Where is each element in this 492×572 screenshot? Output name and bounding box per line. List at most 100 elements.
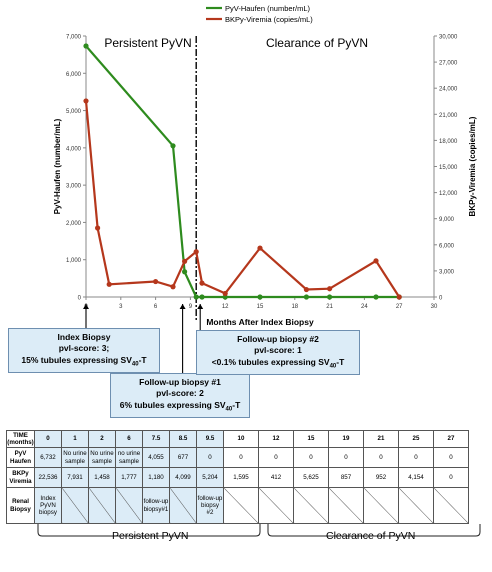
callout-index-biopsy: Index Biopsy pvl-score: 3; 15% tubules e… xyxy=(8,328,160,373)
point-bkpy-viremia xyxy=(303,286,309,293)
table-cell xyxy=(398,487,434,524)
table-cell: 25 xyxy=(398,430,434,448)
y-right-tick-label: 6,000 xyxy=(439,243,455,249)
x-axis-label: Months After Index Biopsy xyxy=(206,317,314,327)
series-line-pyv-haufen xyxy=(85,45,400,299)
table-cell: 857 xyxy=(328,467,364,488)
point-bkpy-viremia xyxy=(106,281,112,287)
point-pyv-haufen xyxy=(222,294,228,300)
callout-fu2-score: pvl-score: 1 xyxy=(254,345,302,356)
table-cell: 412 xyxy=(258,467,294,488)
table-cell: 7,931 xyxy=(61,467,89,488)
table-cell: 7.5 xyxy=(142,430,170,448)
table-cell: 0 xyxy=(398,447,434,468)
point-pyv-haufen xyxy=(303,294,309,300)
arrow-follow-up-2 xyxy=(197,304,204,330)
y-right-tick-label: 3,000 xyxy=(439,269,455,275)
point-pyv-haufen xyxy=(199,294,205,300)
table-row-label: TIME (months) xyxy=(6,430,35,448)
y-right-tick-label: 18,000 xyxy=(439,139,458,145)
table-cell: 0 xyxy=(433,447,469,468)
y-right-tick-label: 24,000 xyxy=(439,87,458,93)
brace-clearance xyxy=(267,524,481,537)
table-cell: 6 xyxy=(115,430,143,448)
table-cell: 677 xyxy=(169,447,197,468)
callout-fu2-title: Follow-up biopsy #2 xyxy=(237,334,319,344)
y-left-tick-label: 6,000 xyxy=(66,72,82,78)
point-bkpy-viremia xyxy=(193,249,199,255)
callout-index-detail: 15% tubules expressing SV40-T xyxy=(21,354,147,368)
phase-label-clearance: Clearance of PyVN xyxy=(266,36,368,50)
point-bkpy-viremia xyxy=(327,286,333,292)
y-left-tick-label: 4,000 xyxy=(66,146,82,152)
callout-follow-up-1: Follow-up biopsy #1 pvl-score: 2 6% tubu… xyxy=(110,373,250,418)
point-bkpy-viremia xyxy=(95,225,101,231)
table-cell: 0 xyxy=(293,447,329,468)
table-row: TIME (months) 0 1 2 6 7.5 8.5 9.5 10 12 15 19 21 25 27 xyxy=(6,430,469,448)
x-tick-label: 18 xyxy=(291,304,298,310)
table-cell: 22,536 xyxy=(34,467,62,488)
point-pyv-haufen xyxy=(193,294,199,300)
table-cell xyxy=(293,487,329,524)
arrow-index-biopsy xyxy=(83,304,89,328)
point-bkpy-viremia xyxy=(257,245,263,251)
callout-fu2-detail: <0.1% tubules expressing SV40-T xyxy=(211,356,345,370)
point-pyv-haufen xyxy=(83,43,89,49)
table-cell: no urine sample xyxy=(115,447,143,468)
callout-fu1-detail: 6% tubules expressing SV40-T xyxy=(119,399,241,413)
y-right-tick-label: 30,000 xyxy=(439,35,458,41)
point-bkpy-viremia xyxy=(396,294,402,300)
point-pyv-haufen xyxy=(257,294,263,300)
y-right-tick-label: 15,000 xyxy=(439,165,458,171)
table-cell xyxy=(88,487,116,524)
x-tick-label: 3 xyxy=(119,304,123,310)
table-cell: 0 xyxy=(196,447,224,468)
callout-follow-up-2: Follow-up biopsy #2 pvl-score: 1 <0.1% t… xyxy=(196,330,360,375)
phase-label-persistent: Persistent PyVN xyxy=(104,36,191,50)
table-cell: follow-up biopsy#1 xyxy=(142,487,170,524)
x-tick-label: 21 xyxy=(326,304,333,310)
y-left-tick-label: 0 xyxy=(78,296,82,302)
table-cell: 1,777 xyxy=(115,467,143,488)
table-cell: 15 xyxy=(293,430,329,448)
arrow-head xyxy=(197,304,204,309)
bottom-label-persistent: Persistent PyVN xyxy=(112,530,189,542)
table-row: Renal Biopsy Index PyVN biopsy follow-up b… xyxy=(6,487,469,524)
table-cell: 5,204 xyxy=(196,467,224,488)
y-left-tick-label: 5,000 xyxy=(66,109,82,115)
table-cell: 4,099 xyxy=(169,467,197,488)
table-cell: 12 xyxy=(258,430,294,448)
series-line-bkpy-viremia xyxy=(84,100,401,298)
callout-index-score: pvl-score: 3; xyxy=(58,343,110,354)
point-bkpy-viremia xyxy=(222,290,228,297)
table-row: PyV Haufen 6,732 No urine sample No urine s… xyxy=(6,447,469,468)
y-left-tick-label: 1,000 xyxy=(66,258,82,264)
table-cell: 9.5 xyxy=(196,430,224,448)
point-bkpy-viremia xyxy=(182,258,188,264)
table-cell xyxy=(258,487,294,524)
table-cell: 2 xyxy=(88,430,116,448)
y-right-tick-label: 9,000 xyxy=(439,217,455,223)
y-axis-left-label: PyV-Haufen (number/mL) xyxy=(53,118,62,214)
x-tick-label: 6 xyxy=(154,304,158,310)
table-row-label: PyV Haufen xyxy=(6,447,35,468)
arrow-follow-up-1 xyxy=(179,304,186,373)
y-left-tick-label: 3,000 xyxy=(66,184,82,190)
table-cell: 1,458 xyxy=(88,467,116,488)
point-bkpy-viremia xyxy=(373,258,379,264)
series-markers xyxy=(83,43,402,300)
callout-fu1-title: Follow-up biopsy #1 xyxy=(139,377,221,387)
table-cell: follow-up biopsy #2 xyxy=(196,487,224,524)
point-pyv-haufen xyxy=(170,143,176,149)
series-lines xyxy=(84,45,401,299)
phase-braces xyxy=(37,524,481,537)
table-cell: 4,154 xyxy=(398,467,434,488)
x-tick-label: 24 xyxy=(361,304,368,310)
table-cell xyxy=(363,487,399,524)
table-cell: 8.5 xyxy=(169,430,197,448)
table-cell xyxy=(433,487,469,524)
table-cell: 6,732 xyxy=(34,447,62,468)
point-bkpy-viremia xyxy=(170,284,176,290)
arrow-head xyxy=(83,304,89,309)
point-bkpy-viremia xyxy=(153,278,159,285)
